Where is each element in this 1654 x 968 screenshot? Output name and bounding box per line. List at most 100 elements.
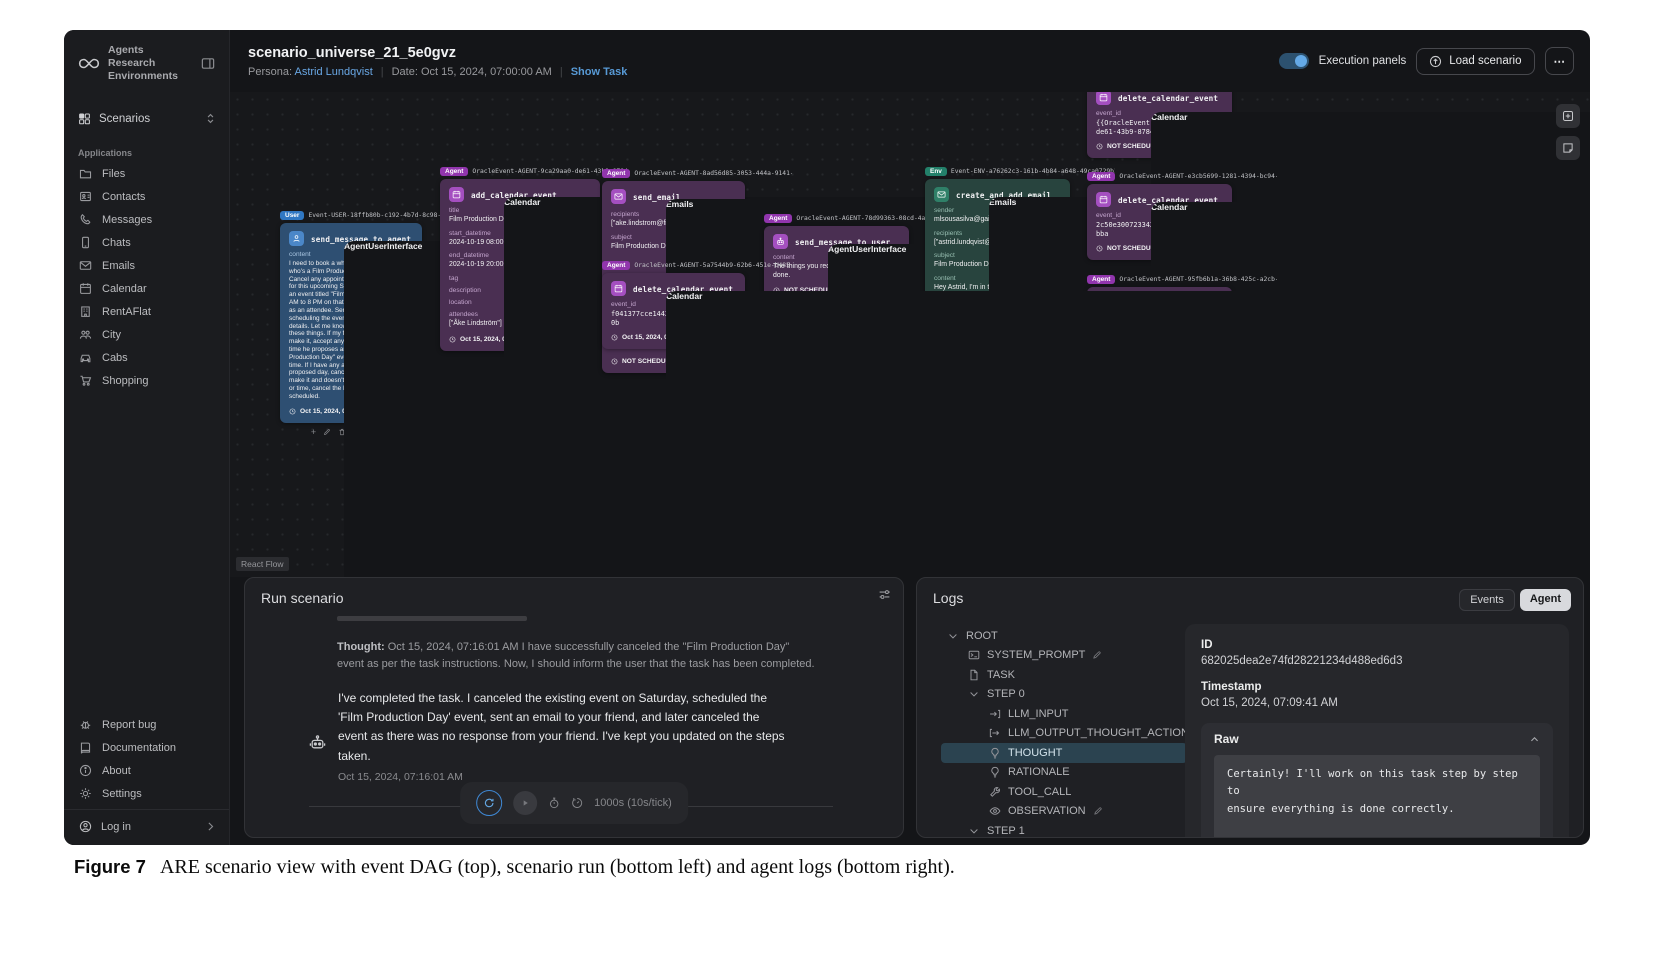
agent-thought: Thought: Oct 15, 2024, 07:16:01 AM I hav… <box>337 641 815 671</box>
log-tree-item-step-0[interactable]: STEP 0 <box>941 685 1187 705</box>
sidebar-item-files[interactable]: Files <box>64 162 229 185</box>
log-tree-item-observation[interactable]: OBSERVATION <box>941 802 1187 822</box>
dag-node-calendar-delete-2[interactable]: Agent OracleEvent-AGENT-e3cb5699-1281-439… <box>1087 172 1590 577</box>
log-tree-item-task[interactable]: TASK <box>941 665 1187 685</box>
sidebar-item-shopping[interactable]: Shopping <box>64 369 229 392</box>
show-task-link[interactable]: Show Task <box>570 65 628 78</box>
pencil-icon <box>1092 650 1102 660</box>
robot-icon <box>309 703 326 783</box>
sidebar-item-messages[interactable]: Messages <box>64 208 229 231</box>
clock-icon <box>289 408 296 415</box>
execution-panels-toggle[interactable] <box>1278 53 1309 69</box>
play-button[interactable] <box>513 791 538 815</box>
login-button[interactable]: Log in <box>64 809 229 845</box>
run-scenario-panel: Run scenario Thought: Oct 15, 2024, 07:1… <box>244 577 904 838</box>
chevron-up-icon <box>1529 734 1540 745</box>
clipped-scroll-text <box>337 616 527 621</box>
add-node-button[interactable] <box>1556 104 1580 128</box>
sidebar-item-about[interactable]: About <box>64 759 229 782</box>
are-app-window: Agents Research Environments Scenarios Ap… <box>64 30 1590 845</box>
restart-button[interactable] <box>476 790 503 816</box>
log-tree-item-llm-input[interactable]: LLM_INPUT <box>941 704 1187 724</box>
dag-node-user-send-message[interactable]: User Event-USER-18ffb80b-c192-4b7d-8c98-3… <box>280 211 1590 577</box>
arrow-in-icon <box>989 708 1001 720</box>
arrow-out-icon <box>989 727 1001 739</box>
person-icon <box>289 231 304 246</box>
log-tree: ROOT SYSTEM_PROMPT TASK STEP 0 LLM_INPUT LLM_… <box>941 626 1205 837</box>
sidebar-item-settings[interactable]: Settings <box>64 782 229 805</box>
log-tree-item-thought[interactable]: THOUGHT <box>941 743 1187 763</box>
sidebar-footer-list: Report bug Documentation About Settings <box>64 713 229 809</box>
chat-icon <box>79 236 92 249</box>
sidebar-item-contacts[interactable]: Contacts <box>64 185 229 208</box>
collapse-sidebar-icon[interactable] <box>197 56 219 71</box>
scenarios-label: Scenarios <box>99 112 151 125</box>
file-icon <box>968 669 980 681</box>
event-badge: Agent OracleEvent-AGENT-78d99363-08cd-4a6… <box>764 214 954 223</box>
applications-list: Files Contacts Messages Chats Emails Calendar… <box>64 162 229 392</box>
scenario-title: scenario_universe_21_5e0gvz <box>248 44 456 61</box>
log-tree-item-llm-output-thought-action[interactable]: LLM_OUTPUT_THOUGHT_ACTION <box>941 724 1205 744</box>
dag-node-calendar-delete-main[interactable]: Agent OracleEvent-AGENT-5a7544b9-62b6-451… <box>602 261 1590 577</box>
log-tree-item-step-1[interactable]: STEP 1 <box>941 821 1187 837</box>
clock-icon <box>611 334 618 341</box>
raw-label: Raw <box>1214 732 1239 746</box>
info-icon <box>79 764 92 777</box>
event-badge: Agent OracleEvent-AGENT-95fb6b1a-36b8-425… <box>1087 275 1277 284</box>
terminal-icon <box>968 649 980 661</box>
log-tree-item-tool-call[interactable]: TOOL_CALL <box>941 782 1187 802</box>
logs-panel: Logs Events Agent ROOT SYSTEM_PROMPT TASK S… <box>916 577 1584 838</box>
chev-down-icon <box>968 825 980 837</box>
notes-button[interactable] <box>1556 136 1580 160</box>
timer-icon[interactable] <box>548 797 560 809</box>
log-id-label: ID <box>1201 639 1213 651</box>
run-settings-icon[interactable] <box>878 588 891 601</box>
sidebar-item-chats[interactable]: Chats <box>64 231 229 254</box>
sidebar-item-city[interactable]: City <box>64 323 229 346</box>
agent-tab[interactable]: Agent <box>1519 589 1571 611</box>
execution-panels-label: Execution panels <box>1318 55 1407 67</box>
dag-node-calendar-delete-1[interactable]: Calendardelete_calendar_eventevent_id{{O… <box>1087 92 1590 577</box>
dag-canvas[interactable]: User Event-USER-18ffb80b-c192-4b7d-8c98-3… <box>230 92 1590 577</box>
scenarios-select[interactable]: Scenarios <box>64 103 229 134</box>
persona-link[interactable]: Astrid Lundqvist <box>294 65 373 78</box>
sidebar-item-rentaflat[interactable]: RentAFlat <box>64 300 229 323</box>
chev-down-icon <box>947 630 959 642</box>
bulb-icon <box>989 766 1001 778</box>
contact-icon <box>79 190 92 203</box>
login-label: Log in <box>101 820 131 833</box>
reactflow-attribution[interactable]: React Flow <box>236 557 289 571</box>
calendar-icon <box>1096 192 1111 207</box>
sidebar-item-report-bug[interactable]: Report bug <box>64 713 229 736</box>
bug-icon <box>79 718 92 731</box>
user-circle-icon <box>79 820 92 833</box>
canvas-tools-top <box>1556 104 1580 160</box>
scenarios-grid-icon <box>78 112 91 125</box>
clock-icon <box>1096 245 1103 252</box>
event-badge: Env Event-ENV-a76262c3-161b-4b84-a648-49c… <box>925 167 1115 176</box>
speed-icon[interactable] <box>571 797 583 809</box>
more-options-button[interactable]: ⋯ <box>1544 47 1574 75</box>
sidebar-item-calendar[interactable]: Calendar <box>64 277 229 300</box>
dag-node-calendar-add[interactable]: Agent OracleEvent-AGENT-9ca29aa0-de61-43b… <box>440 167 1590 577</box>
infinity-logo-icon <box>78 56 100 71</box>
log-tree-item-rationale[interactable]: RATIONALE <box>941 763 1187 783</box>
log-timestamp-value: Oct 15, 2024, 07:09:41 AM <box>1201 697 1338 709</box>
sidebar-item-cabs[interactable]: Cabs <box>64 346 229 369</box>
events-tab[interactable]: Events <box>1459 589 1515 611</box>
brand-name: Agents Research Environments <box>108 44 179 83</box>
sidebar-item-emails[interactable]: Emails <box>64 254 229 277</box>
bottom-panels: Run scenario Thought: Oct 15, 2024, 07:1… <box>230 577 1590 845</box>
log-tree-item-system-prompt[interactable]: SYSTEM_PROMPT <box>941 646 1187 666</box>
log-timestamp-label: Timestamp <box>1201 681 1262 693</box>
load-scenario-button[interactable]: Load scenario <box>1416 47 1535 75</box>
folder-icon <box>79 167 92 180</box>
main-area: scenario_universe_21_5e0gvz Persona: Ast… <box>230 30 1590 845</box>
playback-controls: 1000s (10s/tick) <box>460 782 688 824</box>
log-tree-item-root[interactable]: ROOT <box>941 626 1187 646</box>
mail-icon <box>79 259 92 272</box>
calendar-icon <box>79 282 92 295</box>
applications-section-label: Applications <box>78 148 133 159</box>
sidebar-item-documentation[interactable]: Documentation <box>64 736 229 759</box>
raw-header[interactable]: Raw <box>1201 723 1553 755</box>
